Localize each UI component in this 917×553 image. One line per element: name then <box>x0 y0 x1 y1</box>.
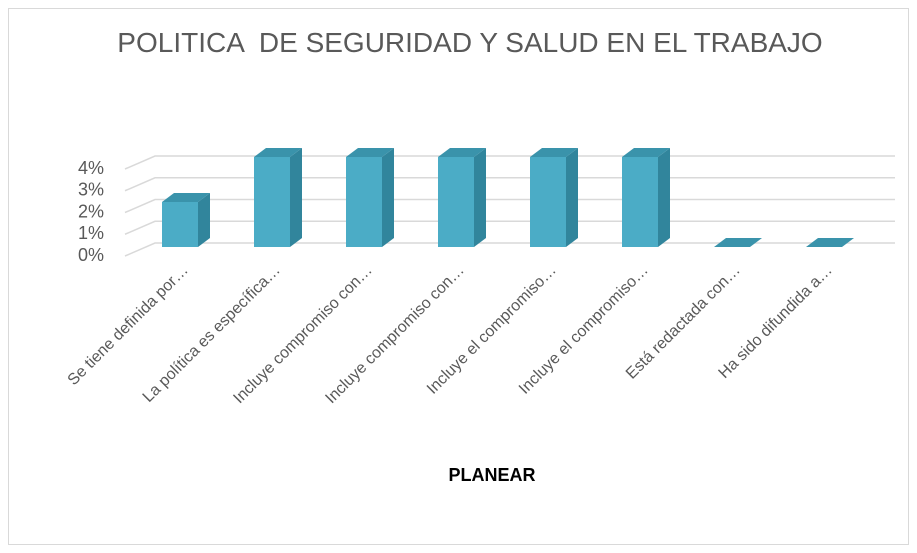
bar <box>530 148 578 247</box>
bar-top <box>806 238 854 247</box>
bar-side <box>566 148 578 247</box>
bar-top <box>622 148 670 157</box>
bar-side <box>290 148 302 247</box>
x-axis-title: PLANEAR <box>448 465 535 485</box>
y-tick-label: 1% <box>78 223 104 243</box>
bar <box>438 148 486 247</box>
bar-front <box>438 157 474 247</box>
bar-front <box>622 157 658 247</box>
bar-side <box>382 148 394 247</box>
bar <box>346 148 394 247</box>
bar <box>622 148 670 247</box>
chart-title: POLITICA DE SEGURIDAD Y SALUD EN EL TRAB… <box>117 27 822 58</box>
bar <box>162 193 210 247</box>
bar-side <box>658 148 670 247</box>
bar-top <box>254 148 302 157</box>
bar-front <box>254 157 290 247</box>
bar-top <box>714 238 762 247</box>
bar-top <box>438 148 486 157</box>
y-tick-label: 2% <box>78 201 104 221</box>
bar-top <box>346 148 394 157</box>
bar <box>806 238 854 247</box>
bar-front <box>530 157 566 247</box>
bar-front <box>346 157 382 247</box>
y-tick-label: 4% <box>78 158 104 178</box>
bar-side <box>474 148 486 247</box>
bar-side <box>198 193 210 247</box>
bar-top <box>530 148 578 157</box>
chart-border <box>8 8 909 545</box>
bar-top <box>162 193 210 202</box>
bar <box>254 148 302 247</box>
y-tick-label: 0% <box>78 245 104 265</box>
bar <box>714 238 762 247</box>
y-tick-label: 3% <box>78 180 104 200</box>
bar-front <box>162 202 198 247</box>
